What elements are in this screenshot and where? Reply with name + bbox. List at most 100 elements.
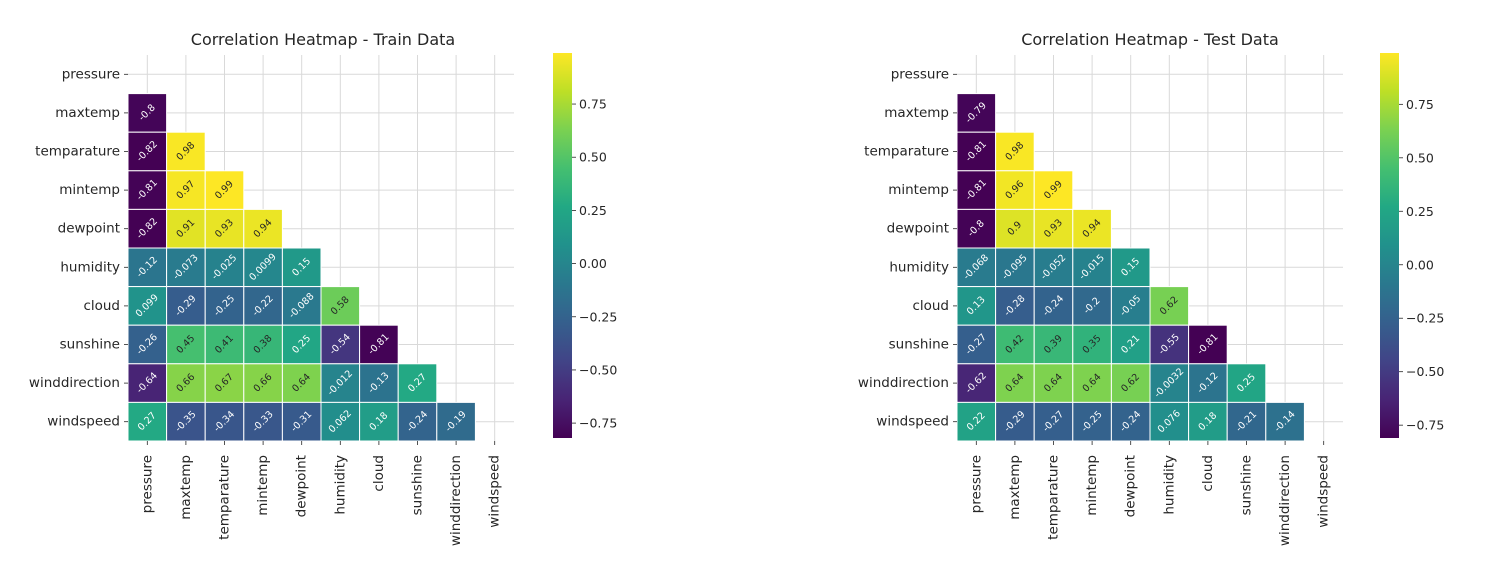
heatmap-cell (166, 401, 206, 442)
y-tick-label-mintemp: mintemp (59, 182, 120, 198)
heatmap-cell (995, 208, 1035, 249)
y-tick-label-sunshine: sunshine (60, 337, 120, 353)
heatmap-cell (166, 170, 206, 210)
y-tick-label-maxtemp: maxtemp (884, 105, 949, 121)
y-tick-label-temparature: temparature (864, 144, 949, 160)
colorbar-gradient (553, 53, 572, 438)
colorbar-tick-label: 0.25 (1406, 204, 1434, 219)
colorbar-gradient (1380, 53, 1399, 438)
x-tick-labels: pressure maxtemp temparature mintemp dewpoin… (968, 441, 1332, 546)
y-tick-label-dewpoint: dewpoint (887, 221, 949, 237)
heatmap-cell (995, 324, 1035, 365)
heatmap-cell (127, 363, 168, 403)
heatmap-cell (204, 208, 245, 249)
colorbar-tick-label: 0.50 (579, 150, 607, 165)
y-tick-label-sunshine: sunshine (889, 337, 949, 353)
heatmap-cell (1072, 286, 1112, 326)
heatmap-cell (1072, 363, 1112, 403)
heatmap-cell (995, 401, 1035, 442)
x-tick-label-dewpoint: dewpoint (294, 455, 310, 517)
x-tick-label-sunshine: sunshine (1239, 455, 1255, 515)
heatmap-cell (243, 208, 283, 249)
colorbar-tick-label: −0.75 (1406, 418, 1444, 433)
colorbar-tick-label: 0.00 (1406, 257, 1434, 272)
colorbar-tick-label: −0.50 (1406, 364, 1444, 379)
heatmap-cell (166, 131, 206, 172)
heatmap-cell (397, 363, 438, 403)
colorbar-tick-label: 0.25 (579, 203, 607, 218)
chart-title: Correlation Heatmap - Train Data (191, 30, 455, 49)
heatmap-cell (995, 170, 1035, 210)
x-tick-label-windspeed: windspeed (1316, 455, 1332, 528)
chart-title: Correlation Heatmap - Test Data (1021, 30, 1279, 49)
heatmap-cell (436, 401, 476, 442)
heatmap-cell (127, 170, 168, 210)
y-tick-label-windspeed: windspeed (47, 414, 120, 430)
y-tick-label-maxtemp: maxtemp (55, 105, 120, 121)
x-tick-label-maxtemp: maxtemp (178, 455, 194, 520)
heatmap-cell (204, 363, 245, 403)
heatmap-cell (1110, 363, 1151, 403)
y-tick-label-temparature: temparature (35, 144, 120, 160)
heatmap-cell (320, 286, 361, 326)
heatmap-cell (1149, 363, 1190, 403)
heatmap-cell (281, 363, 322, 403)
y-tick-label-winddirection: winddirection (858, 375, 949, 391)
y-tick-label-dewpoint: dewpoint (58, 221, 120, 237)
heatmap-cell (1149, 286, 1190, 326)
x-tick-labels: pressure maxtemp temparature mintemp dewpoin… (139, 441, 503, 546)
x-tick-label-humidity: humidity (332, 455, 348, 515)
colorbar-tick-label: −0.75 (579, 416, 617, 431)
heatmap-cell (1033, 324, 1074, 365)
x-tick-label-pressure: pressure (968, 455, 984, 513)
colorbar-tick-label: −0.25 (1406, 311, 1444, 326)
heatmap-cell (243, 286, 283, 326)
heatmap-cell (166, 286, 206, 326)
colorbar: 0.75 0.50 0.25 0.00 −0.25 −0.50 −0.75 (553, 53, 617, 438)
x-tick-label-windspeed: windspeed (487, 455, 503, 528)
y-tick-label-humidity: humidity (889, 259, 949, 275)
heatmap-cell (1188, 324, 1228, 365)
heatmap-cell (127, 401, 168, 442)
heatmap-cells: -0.8-0.82 0.98-0.81 0.97 0.99-0.82 0.91 0.93 0… (127, 93, 476, 442)
x-tick-label-temparature: temparature (217, 455, 233, 540)
x-tick-label-cloud: cloud (1200, 455, 1216, 492)
heatmap-cells: -0.79-0.81 0.98-0.81 0.96 0.99-0.8 0.9 0.93 0.… (956, 93, 1305, 442)
colorbar-tick-label: 0.50 (1406, 150, 1434, 165)
y-tick-label-winddirection: winddirection (29, 375, 120, 391)
heatmap-cell (281, 247, 322, 288)
heatmap-cell (1149, 324, 1190, 365)
heatmap-cell (1033, 286, 1074, 326)
heatmap-cell (1149, 401, 1190, 442)
x-tick-label-cloud: cloud (371, 455, 387, 492)
heatmap-cell (995, 247, 1035, 288)
colorbar-tick-label: 0.75 (579, 97, 607, 112)
heatmap-cell (243, 363, 283, 403)
heatmap-cell (1265, 401, 1305, 442)
colorbar-tick-label: 0.00 (579, 256, 607, 271)
heatmap-cell (1110, 247, 1151, 288)
x-tick-label-pressure: pressure (139, 455, 155, 513)
x-tick-label-sunshine: sunshine (410, 455, 426, 515)
y-tick-label-pressure: pressure (62, 66, 120, 82)
heatmap-cell (320, 363, 361, 403)
test-heatmap-panel: Correlation Heatmap - Test Data -0.79-0.8… (858, 30, 1444, 546)
heatmap-cell (204, 324, 245, 365)
y-tick-label-cloud: cloud (83, 298, 120, 314)
colorbar-tick-label: −0.25 (579, 309, 617, 324)
heatmap-cell (1188, 363, 1228, 403)
heatmap-cell (166, 363, 206, 403)
x-tick-label-mintemp: mintemp (255, 455, 271, 516)
colorbar-tick-label: 0.75 (1406, 97, 1434, 112)
y-tick-labels: pressure maxtemp temparature mintemp dewpoin… (858, 66, 957, 430)
heatmap-cell (127, 208, 168, 249)
x-tick-label-winddirection: winddirection (1277, 455, 1293, 546)
colorbar-tick-label: −0.50 (579, 362, 617, 377)
x-tick-label-humidity: humidity (1161, 455, 1177, 515)
heatmap-cell (281, 401, 322, 442)
x-tick-label-winddirection: winddirection (448, 455, 464, 546)
heatmap-cell (1033, 208, 1074, 249)
x-tick-label-mintemp: mintemp (1084, 455, 1100, 516)
y-tick-label-mintemp: mintemp (888, 182, 949, 198)
